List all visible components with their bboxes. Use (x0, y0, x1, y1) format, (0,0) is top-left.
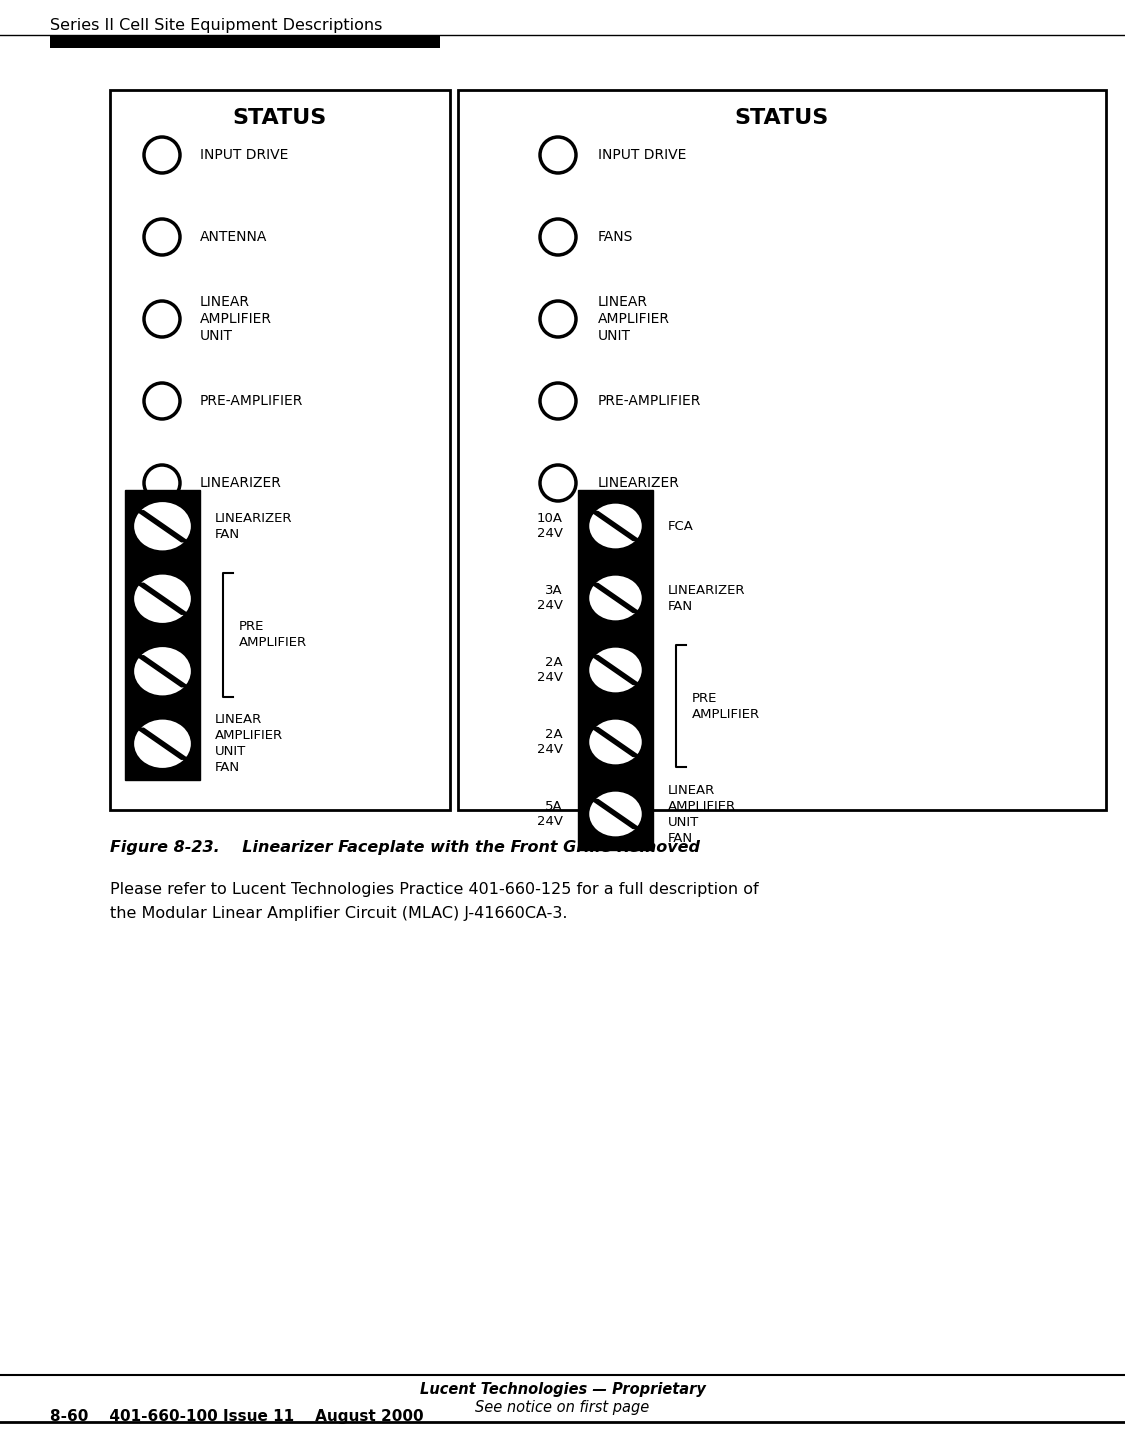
Text: PRE
AMPLIFIER: PRE AMPLIFIER (238, 621, 307, 649)
Text: LINEAR
AMPLIFIER
UNIT
FAN: LINEAR AMPLIFIER UNIT FAN (215, 714, 284, 774)
Text: 3A
24V: 3A 24V (537, 583, 562, 612)
Ellipse shape (133, 646, 192, 696)
Ellipse shape (588, 719, 642, 765)
Bar (125, 490, 200, 779)
Bar (458, 90, 1106, 809)
Text: 10A
24V: 10A 24V (537, 512, 562, 541)
Text: Please refer to Lucent Technologies Practice 401-660-125 for a full description : Please refer to Lucent Technologies Prac… (110, 882, 758, 897)
Text: INPUT DRIVE: INPUT DRIVE (598, 147, 686, 162)
Text: INPUT DRIVE: INPUT DRIVE (200, 147, 288, 162)
Text: 2A
24V: 2A 24V (537, 656, 562, 684)
Text: PRE
AMPLIFIER: PRE AMPLIFIER (692, 692, 760, 721)
Bar (50, 34, 440, 49)
Bar (578, 490, 652, 849)
Text: LINEARIZER: LINEARIZER (598, 476, 680, 490)
Ellipse shape (588, 502, 642, 549)
Text: Lucent Technologies — Proprietary: Lucent Technologies — Proprietary (420, 1381, 705, 1397)
Text: See notice on first page: See notice on first page (476, 1400, 649, 1416)
Text: PRE-AMPLIFIER: PRE-AMPLIFIER (598, 395, 701, 408)
Text: 2A
24V: 2A 24V (537, 728, 562, 756)
Text: the Modular Linear Amplifier Circuit (MLAC) J-41660CA-3.: the Modular Linear Amplifier Circuit (ML… (110, 907, 567, 921)
Ellipse shape (588, 575, 642, 622)
Text: LINEAR
AMPLIFIER
UNIT: LINEAR AMPLIFIER UNIT (200, 295, 272, 343)
Text: Series II Cell Site Equipment Descriptions: Series II Cell Site Equipment Descriptio… (50, 19, 383, 33)
Ellipse shape (133, 573, 192, 623)
Text: FCA: FCA (668, 519, 694, 532)
Ellipse shape (588, 791, 642, 838)
Text: FANS: FANS (598, 230, 633, 245)
Text: LINEAR
AMPLIFIER
UNIT
FAN: LINEAR AMPLIFIER UNIT FAN (668, 784, 736, 845)
Text: LINEARIZER: LINEARIZER (200, 476, 282, 490)
Text: LINEARIZER
FAN: LINEARIZER FAN (668, 583, 746, 612)
Text: ANTENNA: ANTENNA (200, 230, 268, 245)
Text: PRE-AMPLIFIER: PRE-AMPLIFIER (200, 395, 304, 408)
Text: LINEARIZER
FAN: LINEARIZER FAN (215, 512, 292, 541)
Text: 8-60    401-660-100 Issue 11    August 2000: 8-60 401-660-100 Issue 11 August 2000 (50, 1409, 424, 1424)
Ellipse shape (133, 718, 192, 769)
Ellipse shape (588, 646, 642, 694)
Text: LINEAR
AMPLIFIER
UNIT: LINEAR AMPLIFIER UNIT (598, 295, 670, 343)
Bar (110, 90, 450, 809)
Text: Figure 8-23.    Linearizer Faceplate with the Front Grille Removed: Figure 8-23. Linearizer Faceplate with t… (110, 839, 700, 855)
Text: 5A
24V: 5A 24V (537, 799, 562, 828)
Text: STATUS: STATUS (735, 109, 829, 129)
Ellipse shape (133, 500, 192, 552)
Text: STATUS: STATUS (233, 109, 327, 129)
